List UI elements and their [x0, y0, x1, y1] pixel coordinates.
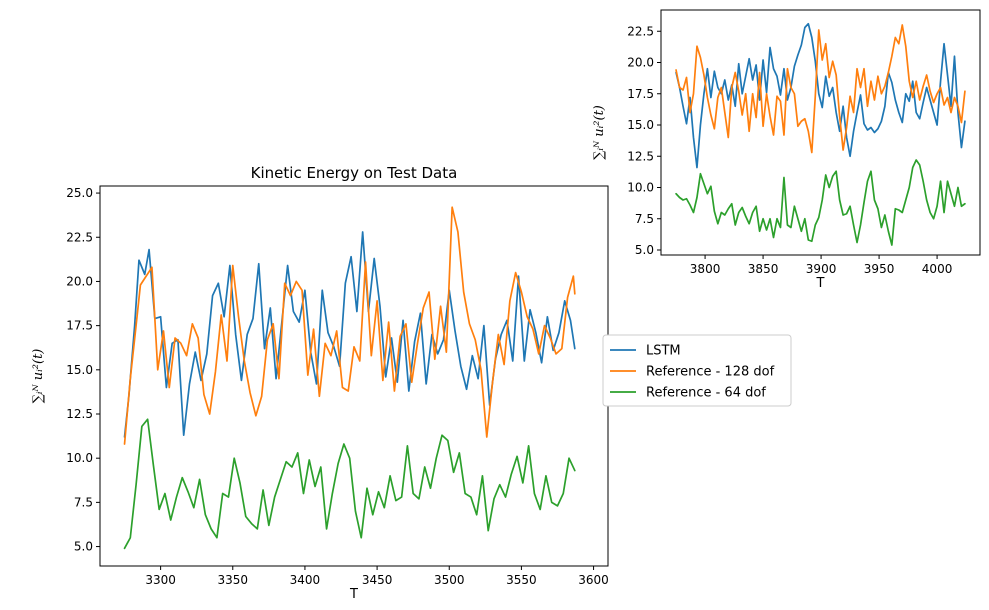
y-tick-label: 7.5: [635, 212, 654, 226]
y-tick-label: 10.0: [66, 451, 93, 465]
x-tick-label: 3800: [690, 262, 721, 276]
y-tick-label: 5.0: [635, 243, 654, 257]
y-axis-label: ∑ᵢᴺ uᵢ²(t): [592, 105, 607, 160]
series-line-reference-64-dof: [123, 418, 576, 550]
x-tick-label: 3600: [578, 573, 609, 587]
y-axis-label: ∑ᵢᴺ uᵢ²(t): [31, 349, 46, 404]
chart-0: 3300 3350 3400 3450 3500 3550 3600 5.0 7.5 10.0 12…: [31, 164, 609, 602]
legend-label-lstm: LSTM: [646, 344, 681, 359]
legend: LSTM Reference - 128 dof Reference - 64 do…: [602, 334, 792, 407]
x-tick-label: 3950: [864, 262, 895, 276]
y-tick-label: 15.0: [66, 363, 93, 377]
y-tick-label: 15.0: [627, 118, 654, 132]
x-tick-label: 4000: [922, 262, 953, 276]
plot-frame: [660, 9, 981, 256]
legend-label-reference-64-dof: Reference - 64 dof: [646, 386, 766, 401]
y-tick-label: 17.5: [627, 87, 654, 101]
y-tick-label: 20.0: [627, 56, 654, 70]
y-tick-label: 5.0: [74, 540, 93, 554]
series-line-lstm: [675, 22, 966, 169]
x-tick-label: 3350: [217, 573, 248, 587]
x-tick-label: 3550: [506, 573, 537, 587]
x-tick-label: 3450: [362, 573, 393, 587]
x-tick-label: 3850: [748, 262, 779, 276]
y-tick-label: 22.5: [66, 230, 93, 244]
y-tick-label: 12.5: [66, 407, 93, 421]
series-group: [675, 22, 966, 246]
y-tick-label: 17.5: [66, 319, 93, 333]
x-tick-label: 3300: [145, 573, 176, 587]
legend-box: [602, 334, 792, 407]
chart-title: Kinetic Energy on Test Data: [251, 164, 458, 182]
chart-1: 3800 3850 3900 3950 4000 5.0 7.5 10.0 12.5 15.0 17…: [592, 9, 981, 291]
series-line-reference-128-dof: [123, 206, 576, 445]
y-tick-label: 7.5: [74, 495, 93, 509]
y-tick-label: 20.0: [66, 274, 93, 288]
series-line-reference-64-dof: [675, 159, 966, 246]
legend-label-reference-128-dof: Reference - 128 dof: [646, 365, 775, 380]
y-tick-label: 22.5: [627, 24, 654, 38]
x-axis-label: T: [816, 276, 825, 291]
plot-frame: [99, 185, 609, 567]
y-tick-label: 10.0: [627, 181, 654, 195]
x-axis-label: T: [349, 587, 358, 602]
x-tick-label: 3900: [806, 262, 837, 276]
y-tick-label: 12.5: [627, 149, 654, 163]
series-line-lstm: [123, 231, 576, 438]
x-tick-label: 3500: [434, 573, 465, 587]
x-tick-label: 3400: [290, 573, 321, 587]
series-group: [123, 206, 576, 550]
series-line-reference-128-dof: [675, 24, 966, 154]
y-tick-label: 25.0: [66, 186, 93, 200]
